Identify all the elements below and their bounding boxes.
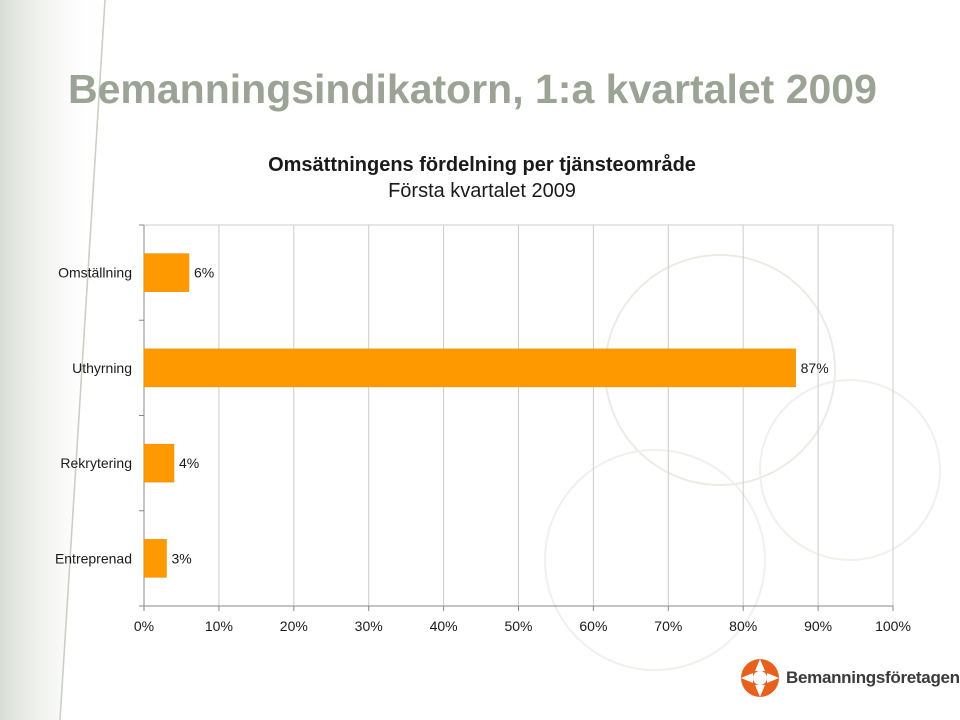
x-tick-label: 20% bbox=[280, 618, 308, 634]
data-label: 3% bbox=[171, 550, 191, 566]
data-label: 87% bbox=[801, 360, 829, 376]
x-tick-label: 60% bbox=[579, 618, 607, 634]
bars bbox=[143, 253, 796, 578]
x-tick-label: 80% bbox=[729, 618, 757, 634]
x-tick-label: 0% bbox=[134, 618, 154, 634]
x-tick-label: 100% bbox=[875, 618, 911, 634]
category-label: Omställning bbox=[58, 265, 132, 281]
x-tick-label: 10% bbox=[205, 618, 233, 634]
chart-title: Omsättningens fördelning per tjänsteområ… bbox=[268, 153, 696, 176]
grid-lines bbox=[139, 224, 894, 611]
category-label: Uthyrning bbox=[72, 360, 132, 376]
x-tick-label: 40% bbox=[430, 618, 458, 634]
logo-text: Bemanningsföretagen bbox=[786, 668, 960, 687]
chart-subtitle: Första kvartalet 2009 bbox=[388, 180, 576, 202]
bar-omställning bbox=[143, 253, 190, 292]
labels: 0% 10% 20% 30% 40% 50% 60% 70% 80% 90% 100% Omställ… bbox=[55, 265, 911, 634]
bar-rekrytering bbox=[143, 443, 175, 483]
data-label: 6% bbox=[194, 265, 214, 281]
x-tick-label: 30% bbox=[355, 618, 383, 634]
x-tick-label: 70% bbox=[654, 618, 682, 634]
slide-title: Bemanningsindikatorn, 1:a kvartalet 2009 bbox=[68, 66, 877, 112]
bar-uthyrning bbox=[143, 348, 796, 388]
x-tick-label: 50% bbox=[504, 618, 532, 634]
category-label: Rekrytering bbox=[60, 455, 132, 471]
bar-entreprenad bbox=[143, 539, 167, 578]
bemanningsforetagen-logo-icon bbox=[741, 659, 779, 697]
category-label: Entreprenad bbox=[55, 550, 132, 566]
x-tick-label: 90% bbox=[804, 618, 832, 634]
data-label: 4% bbox=[179, 455, 199, 471]
company-logo: Bemanningsföretagen bbox=[738, 656, 960, 702]
